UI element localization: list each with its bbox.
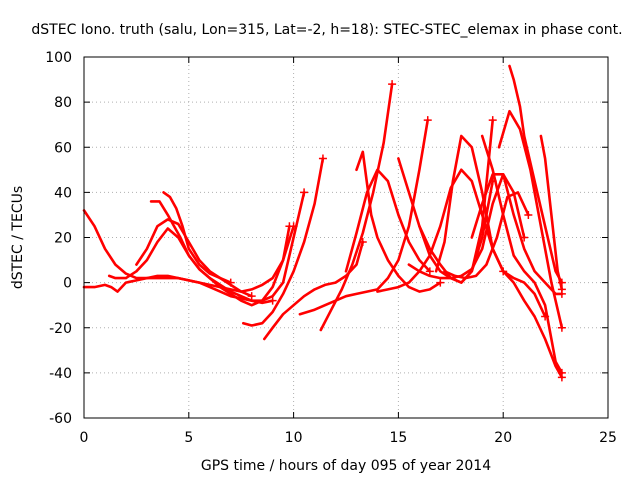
series-24-end-marker: [557, 285, 566, 294]
x-tick-labels: 0 5 10 15 20 25: [80, 430, 617, 446]
series-15-end-marker: [488, 177, 497, 186]
y-tick-label: 60: [54, 140, 72, 156]
series-7-end-marker: [318, 154, 327, 163]
series-11: [344, 168, 432, 273]
x-tick-label: 0: [80, 430, 89, 446]
series-6: [162, 191, 232, 284]
series-17-end-marker: [541, 312, 550, 321]
series-16-end-marker: [488, 116, 497, 125]
series-14-end-marker: [520, 233, 529, 242]
series-5-end-marker: [289, 222, 298, 231]
chart-title: dSTEC Iono. truth (salu, Lon=315, Lat=-2…: [31, 22, 622, 38]
series-18: [443, 191, 530, 280]
series-10: [319, 82, 394, 332]
y-tick-label: 20: [54, 231, 72, 247]
series-11-end-marker: [425, 267, 434, 276]
series-9: [298, 118, 429, 316]
series-20: [480, 134, 564, 375]
series-16: [418, 118, 494, 284]
series-13-end-marker: [499, 267, 508, 276]
x-tick-label: 15: [389, 430, 407, 446]
series-23: [508, 64, 564, 284]
series-24: [539, 134, 564, 291]
y-tick-label: 80: [54, 95, 72, 111]
series-4: [135, 218, 253, 298]
series-2-end-marker: [300, 188, 309, 197]
y-tick-label: -20: [49, 321, 72, 337]
series-18-end-marker: [524, 210, 533, 219]
y-tick-label: -60: [49, 411, 72, 427]
y-axis-label: dSTEC / TECUs: [10, 186, 26, 289]
y-tick-label: 0: [63, 276, 72, 292]
x-tick-label: 25: [599, 430, 617, 446]
y-tick-labels: -60 -40 -20 0 20 40 60 80 100: [45, 50, 72, 427]
series-22: [501, 270, 564, 379]
series-9-end-marker: [423, 116, 432, 125]
series-12: [355, 150, 442, 293]
series-3-end-marker: [268, 296, 277, 305]
y-tick-label: 100: [45, 50, 72, 66]
series-10-end-marker: [388, 80, 397, 89]
x-tick-label: 10: [285, 430, 303, 446]
y-tick-label: -40: [49, 366, 72, 382]
series-8-end-marker: [358, 238, 367, 247]
series-7: [242, 157, 325, 327]
series-4-end-marker: [247, 292, 256, 301]
series-21-end-marker: [557, 323, 566, 332]
series-5: [149, 200, 295, 307]
series-12-end-marker: [436, 278, 445, 287]
series-21: [497, 109, 564, 330]
series-2: [82, 191, 306, 302]
series-23-end-marker: [557, 278, 566, 287]
series-17: [434, 134, 547, 318]
series-22-end-marker: [557, 373, 566, 382]
x-tick-label: 20: [494, 430, 512, 446]
x-axis-label: GPS time / hours of day 095 of year 2014: [201, 458, 491, 474]
series-19: [470, 173, 564, 296]
series-6-end-marker: [226, 278, 235, 287]
x-tick-label: 5: [184, 430, 193, 446]
markers-group: [226, 80, 566, 382]
ticks-group: [83, 56, 609, 419]
series-group: [82, 64, 564, 379]
y-tick-label: 40: [54, 185, 72, 201]
